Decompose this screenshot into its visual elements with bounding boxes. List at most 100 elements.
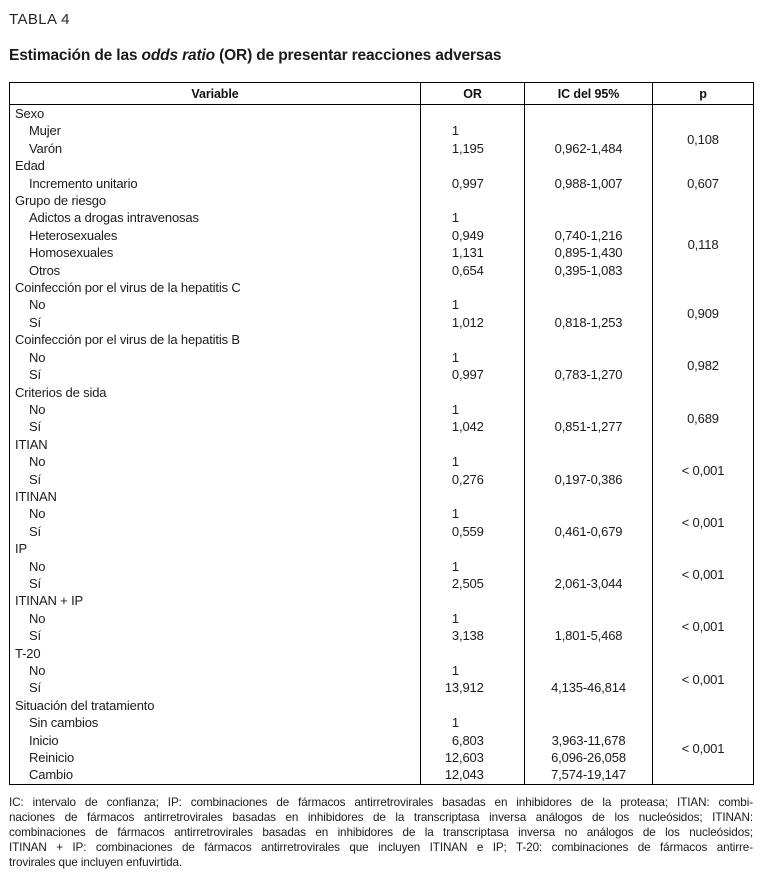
- or-cell-empty: [420, 435, 525, 454]
- data-row: No 1 0,909: [10, 296, 754, 332]
- or-integer-part: 0: [451, 367, 459, 383]
- or-integer-part: 1: [451, 401, 459, 417]
- or-cell-empty: [420, 383, 525, 401]
- ic-cell-empty: [524, 157, 653, 175]
- or-decimal-part: ,997: [459, 367, 484, 383]
- or-decimal-part: ,997: [459, 175, 484, 191]
- p-cell-empty: [652, 435, 754, 454]
- ic-cell-empty: [524, 592, 653, 610]
- data-row: Sí 0,997 0,783-1,270: [10, 366, 754, 384]
- or-cell-empty: [420, 644, 525, 662]
- ic-value: [524, 209, 653, 227]
- group-header-row: Sexo: [10, 104, 754, 123]
- row-label: No: [29, 558, 46, 574]
- or-cell-empty: [420, 487, 525, 506]
- group-label: ITINAN: [15, 488, 57, 504]
- ic-value: [524, 400, 653, 419]
- ic-value: 0,895-1,430: [524, 244, 653, 262]
- or-value: 1,042: [420, 418, 525, 436]
- p-value: < 0,001: [652, 557, 754, 593]
- row-label: Mujer: [29, 123, 61, 139]
- data-row: Mujer 1 0,108: [10, 122, 754, 158]
- row-label: No: [29, 663, 46, 678]
- or-value: 0,654: [420, 261, 525, 280]
- ic-cell-empty: [524, 696, 653, 715]
- table-title: Estimación de las odds ratio (OR) de pre…: [9, 46, 753, 65]
- or-value: 0,949: [420, 226, 525, 245]
- group-label: Grupo de riesgo: [15, 193, 106, 209]
- ic-value: 0,962-1,484: [524, 139, 653, 158]
- ic-value: 0,197-0,386: [524, 470, 653, 488]
- row-label: No: [29, 297, 46, 313]
- data-row: Sí 3,138 1,801-5,468: [10, 627, 754, 645]
- or-integer-part: 1: [451, 140, 459, 156]
- p-value: < 0,001: [652, 453, 754, 488]
- group-header-row: Coinfección por el virus de la hepatitis…: [10, 331, 754, 349]
- data-row: No 1 0,982: [10, 348, 754, 384]
- table-body: Sexo Mujer 1 0,108 Varón 1,195 0,962-1,484 Edad…: [10, 104, 754, 785]
- ic-value: [524, 453, 653, 471]
- ic-cell-empty: [524, 279, 653, 297]
- row-label: Sí: [29, 523, 41, 539]
- p-cell-empty: [652, 157, 754, 175]
- footnote-line: ITINAN + IP: combinaciones de fármacos a…: [9, 840, 753, 854]
- or-integer-part: 12: [444, 750, 459, 766]
- or-value: 1,131: [420, 244, 525, 262]
- p-value: 0,689: [652, 400, 754, 436]
- or-cell-empty: [420, 104, 525, 123]
- table-title-prefix: Estimación de las: [9, 47, 142, 64]
- or-integer-part: 1: [451, 349, 459, 365]
- p-cell-empty: [652, 487, 754, 506]
- or-decimal-part: ,803: [459, 732, 484, 748]
- p-value: < 0,001: [652, 505, 754, 541]
- or-value: 6,803: [420, 731, 525, 750]
- or-value: 3,138: [420, 627, 525, 645]
- column-header-ic: IC del 95%: [524, 82, 653, 105]
- row-label: Inicio: [29, 732, 59, 748]
- ic-value: 0,783-1,270: [524, 366, 653, 384]
- or-decimal-part: ,912: [459, 680, 484, 696]
- row-label: Sí: [29, 419, 41, 435]
- or-decimal-part: ,559: [459, 523, 484, 539]
- ic-value: [524, 609, 653, 628]
- data-row: Incremento unitario 0,997 0,988-1,007 0,607: [10, 174, 754, 193]
- or-decimal-part: ,012: [459, 314, 484, 330]
- data-row: No 1 < 0,001: [10, 505, 754, 541]
- or-integer-part: 0: [451, 227, 459, 243]
- data-row: Cambio 12,043 7,574-19,147: [10, 766, 754, 785]
- or-decimal-part: ,195: [459, 140, 484, 156]
- ic-value: 0,851-1,277: [524, 418, 653, 436]
- or-integer-part: 1: [451, 245, 459, 261]
- or-integer-part: 1: [451, 715, 459, 731]
- group-header-row: Criterios de sida: [10, 383, 754, 401]
- ic-value: 1,801-5,468: [524, 627, 653, 645]
- ic-cell-empty: [524, 383, 653, 401]
- or-decimal-part: ,276: [459, 471, 484, 487]
- ic-value: [524, 296, 653, 314]
- or-decimal-part: ,603: [459, 750, 484, 766]
- or-value: 1: [420, 453, 525, 471]
- row-label: Sí: [29, 471, 41, 487]
- group-header-row: ITIAN: [10, 435, 754, 454]
- group-label: Sexo: [15, 106, 45, 121]
- or-value: 1: [420, 662, 525, 680]
- p-value: 0,909: [652, 296, 754, 332]
- ic-cell-empty: [524, 104, 653, 123]
- ic-value: 0,818-1,253: [524, 313, 653, 332]
- or-value: 1,012: [420, 313, 525, 332]
- or-integer-part: 0: [451, 262, 459, 278]
- group-label: Coinfección por el virus de la hepatitis…: [15, 332, 240, 348]
- p-value: < 0,001: [652, 714, 754, 785]
- row-label: Otros: [29, 262, 61, 278]
- or-integer-part: 0: [451, 523, 459, 539]
- or-integer-part: 3: [451, 628, 459, 644]
- ic-value: [524, 122, 653, 140]
- p-cell-empty: [652, 331, 754, 349]
- or-value: 0,276: [420, 470, 525, 488]
- row-label: Varón: [29, 140, 62, 156]
- ic-value: [524, 662, 653, 680]
- or-integer-part: 0: [451, 471, 459, 487]
- or-integer-part: 1: [451, 506, 459, 522]
- p-value: < 0,001: [652, 662, 754, 697]
